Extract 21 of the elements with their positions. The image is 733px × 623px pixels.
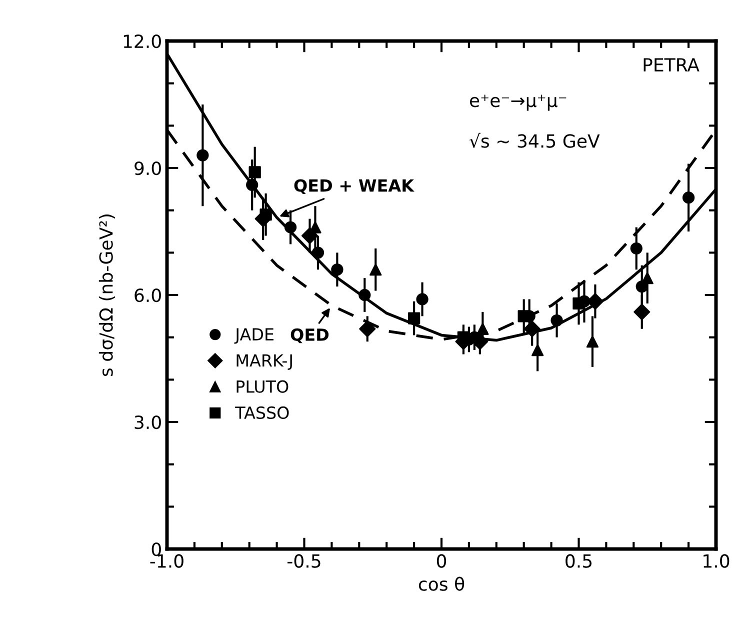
- annotation: e⁺e⁻→μ⁺μ⁻: [470, 94, 566, 111]
- x-tick-label: 0.5: [566, 554, 592, 568]
- y-tick-label: 9.0: [134, 161, 161, 176]
- x-tick-label: -0.5: [288, 554, 320, 568]
- legend-label: TASSO: [235, 406, 289, 420]
- y-axis-title: s dσ/dΩ (nb-GeV²): [98, 214, 116, 376]
- y-tick-label: 3.0: [134, 415, 161, 430]
- legend-label: MARK-J: [236, 354, 292, 370]
- legend-label: JADE: [234, 328, 274, 344]
- annotation: √s ~ 34.5 GeV: [469, 132, 600, 148]
- x-axis-title: cos θ: [418, 576, 464, 591]
- series-label: QED + WEAK: [294, 179, 415, 194]
- legend-label: PLUTO: [236, 380, 288, 393]
- x-tick-label: 0: [436, 554, 446, 568]
- x-tick-label: -1.0: [150, 554, 184, 568]
- y-tick-label: 6.0: [134, 288, 161, 302]
- x-tick-label: 1.0: [704, 554, 730, 568]
- series-label: QED: [290, 328, 329, 344]
- y-tick-label: 0: [152, 542, 161, 556]
- annotation: PETRA: [644, 58, 700, 72]
- y-tick-label: 12.0: [124, 34, 161, 48]
